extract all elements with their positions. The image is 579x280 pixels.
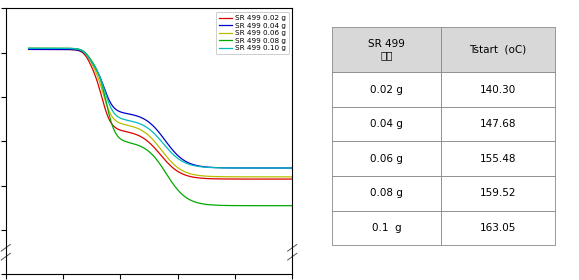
SR 499 0.08 g xyxy=(223,204,230,207)
SR 499 0.08 g xyxy=(289,204,296,207)
SR 499 0.02 g xyxy=(93,78,100,81)
SR 499 0.04 g xyxy=(25,48,32,51)
SR 499 0.06 g xyxy=(25,47,32,50)
Text: 140.30: 140.30 xyxy=(480,85,516,95)
SR 499 0.08 g xyxy=(201,202,208,206)
SR 499 0.06 g xyxy=(201,174,208,178)
Bar xyxy=(441,176,555,211)
Text: 147.68: 147.68 xyxy=(480,119,516,129)
SR 499 0.02 g xyxy=(181,173,188,176)
Bar xyxy=(441,72,555,107)
Bar xyxy=(332,27,441,72)
SR 499 0.04 g xyxy=(144,120,151,123)
Line: SR 499 0.08 g: SR 499 0.08 g xyxy=(29,48,292,206)
Bar xyxy=(441,211,555,245)
SR 499 0.04 g xyxy=(223,166,230,170)
SR 499 0.06 g xyxy=(144,133,151,136)
SR 499 0.06 g xyxy=(72,47,79,50)
Text: 0.08 g: 0.08 g xyxy=(370,188,403,198)
Bar xyxy=(332,107,441,141)
Bar xyxy=(332,176,441,211)
SR 499 0.10 g xyxy=(289,166,296,170)
Bar xyxy=(441,27,555,72)
SR 499 0.08 g xyxy=(144,149,151,152)
SR 499 0.10 g xyxy=(25,47,32,50)
Bar xyxy=(332,211,441,245)
Bar xyxy=(441,141,555,176)
SR 499 0.06 g xyxy=(181,170,188,173)
SR 499 0.06 g xyxy=(223,175,230,178)
Text: 0.06 g: 0.06 g xyxy=(370,154,403,164)
SR 499 0.04 g xyxy=(289,166,296,170)
SR 499 0.10 g xyxy=(93,68,100,72)
SR 499 0.08 g xyxy=(181,194,188,198)
Text: 0.04 g: 0.04 g xyxy=(370,119,403,129)
SR 499 0.08 g xyxy=(93,67,100,71)
Line: SR 499 0.02 g: SR 499 0.02 g xyxy=(29,49,292,179)
SR 499 0.10 g xyxy=(181,160,188,164)
SR 499 0.04 g xyxy=(93,68,100,72)
SR 499 0.06 g xyxy=(289,175,296,179)
SR 499 0.02 g xyxy=(201,177,208,180)
SR 499 0.04 g xyxy=(72,48,79,52)
SR 499 0.08 g xyxy=(72,47,79,50)
Bar xyxy=(332,72,441,107)
Line: SR 499 0.10 g: SR 499 0.10 g xyxy=(29,48,292,168)
Line: SR 499 0.04 g: SR 499 0.04 g xyxy=(29,49,292,168)
Text: 0.1  g: 0.1 g xyxy=(372,223,401,233)
SR 499 0.02 g xyxy=(72,48,79,52)
SR 499 0.10 g xyxy=(223,166,230,170)
SR 499 0.10 g xyxy=(201,165,208,169)
Legend: SR 499 0.02 g, SR 499 0.04 g, SR 499 0.06 g, SR 499 0.08 g, SR 499 0.10 g: SR 499 0.02 g, SR 499 0.04 g, SR 499 0.0… xyxy=(216,12,288,54)
SR 499 0.08 g xyxy=(25,47,32,50)
Text: 0.02 g: 0.02 g xyxy=(370,85,403,95)
SR 499 0.10 g xyxy=(72,47,79,50)
SR 499 0.02 g xyxy=(289,178,296,181)
Text: 159.52: 159.52 xyxy=(480,188,516,198)
Text: SR 499
함량: SR 499 함량 xyxy=(368,39,405,60)
Bar xyxy=(441,107,555,141)
SR 499 0.04 g xyxy=(181,159,188,162)
Text: 163.05: 163.05 xyxy=(480,223,516,233)
SR 499 0.02 g xyxy=(144,140,151,143)
SR 499 0.02 g xyxy=(223,177,230,181)
SR 499 0.02 g xyxy=(25,48,32,51)
SR 499 0.04 g xyxy=(201,165,208,169)
Text: 155.48: 155.48 xyxy=(480,154,516,164)
Bar xyxy=(332,141,441,176)
SR 499 0.06 g xyxy=(93,72,100,75)
Text: Tstart  (oC): Tstart (oC) xyxy=(470,45,527,55)
Line: SR 499 0.06 g: SR 499 0.06 g xyxy=(29,48,292,177)
SR 499 0.10 g xyxy=(144,127,151,130)
